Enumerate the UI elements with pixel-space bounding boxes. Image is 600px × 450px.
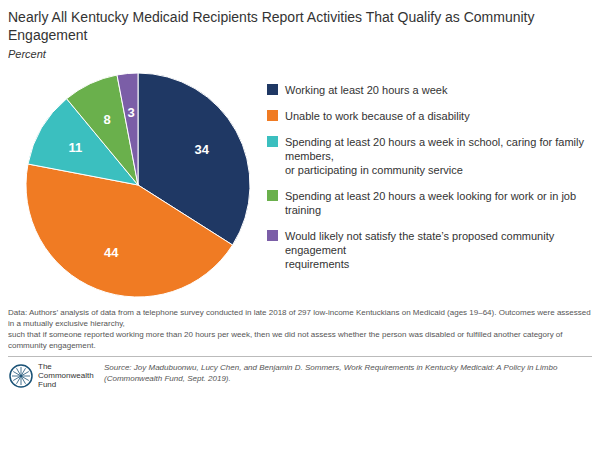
svg-text:34: 34: [195, 142, 210, 157]
html-text:Source: Joy Madubuonwu, Lucy C: Source: Joy Madubuonwu, Lucy Chen, and B…: [104, 363, 558, 383]
html-text:Percent: Percent: [8, 48, 46, 60]
html-text:Spending at least 20 hours a w: Spending at least 20 hours a week lookin…: [285, 189, 577, 216]
html-text:Would likely not satisfy the s: Would likely not satisfy the state’s pro…: [285, 229, 555, 270]
svg-text:11: 11: [68, 140, 82, 155]
html-text:Data: Authors’ analysis of dat: Data: Authors’ analysis of data from a t…: [8, 308, 591, 350]
html-text:Nearly All Kentucky Medicaid R: Nearly All Kentucky Medicaid Recipients …: [8, 9, 535, 43]
html-text:The: The: [38, 362, 52, 371]
html-text:Spending at least 20 hours a w: Spending at least 20 hours a week in sch…: [285, 135, 584, 176]
html-text:Working at least 20 hours a we: Working at least 20 hours a week: [285, 83, 448, 96]
svg-text:3: 3: [128, 105, 135, 120]
html-text:Fund: Fund: [38, 380, 57, 389]
html-text:Unable to work because of a di: Unable to work because of a disability: [285, 109, 470, 122]
svg-text:8: 8: [103, 112, 110, 127]
svg-text:44: 44: [104, 245, 119, 260]
html-text:Commonwealth: Commonwealth: [38, 371, 94, 380]
